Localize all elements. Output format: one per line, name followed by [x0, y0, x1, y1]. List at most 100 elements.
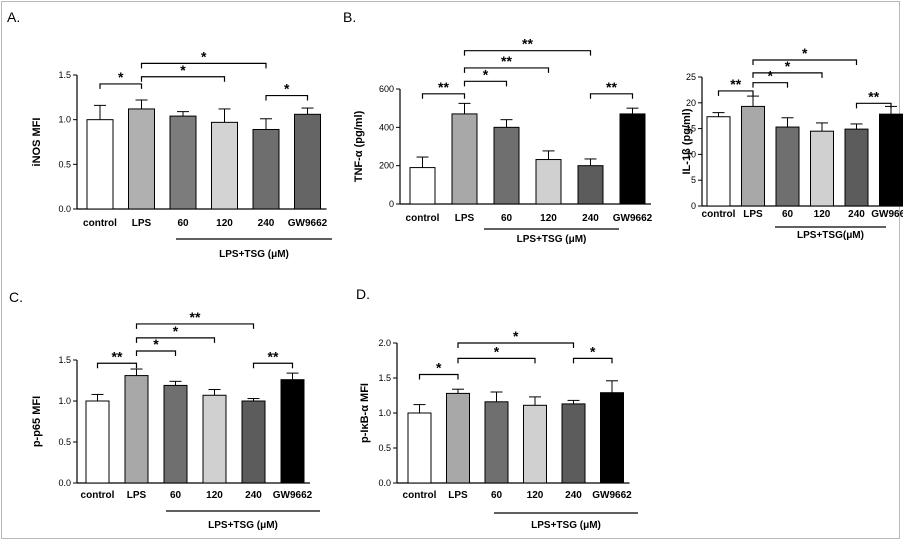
bar-gw9662: [600, 392, 624, 484]
bar-240: [561, 403, 586, 484]
bar-120: [810, 130, 834, 207]
significance-label: **: [438, 79, 449, 95]
bar-lps: [128, 108, 155, 210]
y-tick-label: 0.0: [378, 478, 391, 488]
bar-60: [775, 126, 800, 207]
y-tick-label: 20: [686, 98, 696, 108]
y-axis-label: IL-1β (pg/ml): [681, 108, 693, 174]
significance-label: *: [180, 62, 186, 78]
chart-panel-il1b: 0 5 10 15 20 25 IL-1β (pg/ml) control LPS 60 120 24…: [681, 45, 903, 241]
chart-panel-d: D. 0.0 0.5 1.0 1.5 2.0 p-IκB-α MFI control LPS 60…: [356, 286, 638, 531]
y-tick-label: 0.0: [58, 478, 71, 488]
significance-bracket: [752, 82, 789, 88]
y-tick-label: 1.5: [378, 373, 391, 383]
x-category-label: control: [81, 490, 115, 501]
bar-120: [211, 121, 238, 210]
bar-120: [535, 159, 562, 205]
y-tick-label: 1.0: [378, 408, 391, 418]
bar-60: [484, 401, 509, 484]
x-category-label: 120: [527, 490, 544, 501]
significance-bracket: [752, 72, 823, 78]
y-tick-label: 600: [379, 84, 394, 94]
group-label: LPS+TSG (μM): [531, 520, 601, 531]
x-category-label: GW9662: [288, 218, 328, 229]
significance-label: *: [436, 360, 442, 376]
x-category-label: 120: [814, 209, 831, 220]
x-category-label: 240: [565, 490, 582, 501]
x-category-label: LPS: [743, 209, 763, 220]
bar-120: [523, 404, 547, 484]
x-category-label: control: [406, 213, 440, 224]
significance-bracket: [463, 50, 592, 56]
significance-bracket: [135, 350, 177, 356]
x-category-label: 240: [258, 218, 275, 229]
significance-label: *: [483, 66, 489, 82]
y-tick-label: 200: [379, 161, 394, 171]
y-tick-label: 0.5: [378, 443, 391, 453]
bar-lps: [741, 105, 765, 207]
y-tick-label: 0: [691, 201, 696, 211]
x-category-label: LPS: [132, 218, 152, 229]
panel-label: C.: [9, 289, 23, 305]
y-tick-label: 15: [686, 124, 696, 134]
y-axis-label: p-p65 MFI: [31, 396, 43, 447]
significance-label: *: [590, 343, 596, 359]
bar-control: [409, 167, 436, 205]
x-category-label: GW9662: [592, 490, 632, 501]
bar-240: [577, 165, 604, 205]
y-axis-label: p-IκB-α MFI: [359, 383, 371, 443]
significance-bracket: [265, 94, 309, 101]
x-category-label: LPS: [127, 490, 147, 501]
x-category-label: 60: [501, 213, 513, 224]
bar-lps: [446, 392, 470, 484]
significance-bracket: [457, 357, 536, 364]
significance-bracket: [463, 80, 508, 87]
significance-label: *: [201, 48, 207, 64]
bar-60: [169, 115, 197, 210]
bar-lps: [124, 375, 149, 484]
significance-label: **: [501, 53, 512, 69]
x-category-label: LPS: [455, 213, 475, 224]
x-category-label: 60: [491, 490, 503, 501]
bar-gw9662: [619, 113, 646, 205]
y-tick-label: 0: [389, 199, 394, 209]
y-tick-label: 25: [686, 72, 696, 82]
bar-gw9662: [294, 113, 321, 210]
significance-bracket: [421, 93, 466, 99]
significance-bracket: [96, 362, 138, 369]
x-category-label: control: [702, 209, 736, 220]
chart-panel-b: B. 0 200 400 600 TNF-α (pg/ml) control LPS 60 120…: [343, 9, 653, 245]
significance-bracket: [135, 337, 216, 343]
y-tick-label: 10: [686, 149, 696, 159]
y-tick-label: 1.5: [58, 355, 71, 365]
bar-60: [493, 126, 520, 205]
y-tick-label: 0.5: [58, 437, 71, 447]
x-category-label: 120: [206, 490, 223, 501]
y-tick-label: 400: [379, 122, 394, 132]
x-category-label: control: [403, 490, 437, 501]
significance-label: *: [513, 328, 519, 344]
group-label: LPS+TSG (μM): [517, 234, 587, 245]
bar-lps: [451, 113, 478, 205]
significance-bracket: [855, 102, 892, 109]
bar-control: [86, 119, 114, 210]
significance-bracket: [135, 323, 255, 329]
significance-label: **: [868, 88, 879, 104]
significance-bracket: [589, 93, 634, 99]
significance-bracket: [717, 90, 754, 96]
significance-label: *: [284, 81, 290, 97]
significance-bracket: [463, 67, 550, 73]
x-category-label: 240: [245, 490, 262, 501]
significance-label: **: [730, 76, 741, 92]
x-category-label: 240: [848, 209, 865, 220]
significance-label: *: [768, 68, 774, 84]
chart-panel-a: A. 0.0 0.5 1.0 1.5 iNOS MFI control LPS 60 120 240…: [7, 9, 332, 260]
bar-240: [252, 128, 280, 210]
y-axis-label: iNOS MFI: [31, 118, 43, 167]
chart-panel-c: C. 0.0 0.5 1.0 1.5 p-p65 MFI control LPS 60 120 24…: [9, 289, 320, 531]
significance-bracket: [457, 342, 575, 348]
significance-label: *: [494, 343, 500, 359]
significance-label: **: [606, 79, 617, 95]
y-tick-label: 0.5: [58, 159, 71, 169]
